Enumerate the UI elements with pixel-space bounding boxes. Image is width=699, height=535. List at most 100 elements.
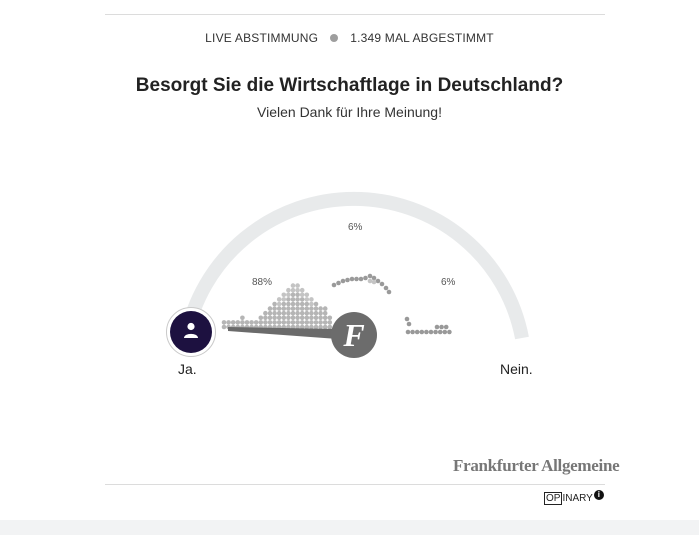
vote-dot — [404, 316, 410, 322]
top-divider — [105, 14, 605, 15]
vote-dot — [276, 310, 282, 316]
vote-dot — [281, 306, 287, 311]
vote-dot — [318, 324, 323, 330]
vote-dot — [322, 324, 328, 330]
vote-dot — [318, 306, 323, 311]
vote-dot — [221, 324, 227, 330]
info-icon[interactable]: i — [593, 489, 604, 500]
vote-dot — [272, 310, 277, 316]
vote-dot — [290, 287, 296, 293]
vote-dot — [371, 275, 377, 281]
vote-dot — [414, 329, 420, 335]
vote-dot — [406, 321, 412, 327]
vote-dot — [272, 320, 277, 325]
vote-dot — [221, 320, 227, 325]
vote-dot — [299, 324, 305, 330]
vote-dot — [290, 297, 296, 302]
vote-dot — [318, 315, 323, 321]
vote-dot — [331, 282, 337, 288]
vote-dot — [295, 315, 300, 321]
vote-dot — [276, 315, 282, 321]
vote-dot — [244, 320, 250, 325]
vote-dot — [304, 306, 310, 311]
vote-dot — [299, 292, 305, 298]
vote-dot — [313, 315, 319, 321]
vote-dot — [290, 320, 296, 325]
vote-dot — [286, 310, 291, 316]
result-nein-percent: 6% — [441, 277, 456, 288]
vote-dot — [295, 292, 300, 298]
faz-logo[interactable]: Frankfurter Allgemeine — [453, 456, 620, 475]
vote-dot — [309, 306, 314, 311]
vote-dot — [405, 329, 411, 335]
gauge-needle[interactable] — [228, 327, 340, 339]
vote-dot — [439, 324, 444, 330]
vote-count: 1.349 MAL ABGESTIMMT — [350, 31, 494, 45]
vote-dot — [281, 297, 287, 302]
vote-dot — [313, 320, 319, 325]
vote-dot — [304, 292, 310, 298]
vote-dot — [327, 315, 333, 321]
vote-dot — [286, 306, 291, 311]
vote-dot — [304, 301, 310, 307]
vote-dot — [299, 306, 305, 311]
vote-dot — [286, 320, 291, 325]
vote-dot — [442, 329, 448, 335]
vote-dot — [290, 315, 296, 321]
vote-dot — [281, 301, 287, 307]
vote-dot — [267, 320, 273, 325]
vote-dot — [286, 301, 291, 307]
vote-dot — [281, 310, 287, 316]
vote-dot — [240, 320, 245, 325]
gauge-arc — [179, 191, 529, 340]
faz-f-icon: F — [343, 316, 365, 353]
vote-dot — [290, 306, 296, 311]
vote-dot — [363, 275, 368, 281]
vote-dot — [272, 301, 277, 307]
vote-dot — [240, 315, 245, 321]
vote-dot — [349, 276, 355, 282]
vote-dot — [286, 297, 291, 302]
result-middle-percent: 6% — [348, 222, 363, 233]
vote-dot — [386, 289, 392, 295]
vote-dot — [419, 329, 425, 335]
vote-dot — [286, 315, 291, 321]
vote-dot — [313, 306, 319, 311]
vote-dot — [309, 297, 314, 302]
vote-dot — [447, 329, 452, 335]
vote-dot — [249, 320, 254, 325]
vote-dot — [299, 301, 305, 307]
vote-dot — [322, 320, 328, 325]
vote-dot — [295, 324, 300, 330]
vote-dot — [313, 310, 319, 316]
vote-dot — [309, 315, 314, 321]
vote-dot — [230, 320, 236, 325]
vote-dot — [318, 320, 323, 325]
vote-dot — [267, 315, 273, 321]
vote-dot — [345, 277, 350, 283]
vote-dot — [295, 283, 300, 288]
user-icon — [182, 321, 200, 344]
vote-dot — [309, 310, 314, 316]
gauge-knob[interactable]: F — [331, 312, 377, 358]
vote-dot — [286, 287, 291, 293]
vote-dot — [336, 280, 341, 286]
vote-dot — [276, 301, 282, 307]
vote-dot — [309, 301, 314, 307]
vote-dot — [410, 329, 415, 335]
answer-nein-label: Nein. — [500, 361, 533, 377]
vote-dot — [367, 273, 373, 279]
vote-dot — [327, 320, 333, 325]
poll-status: LIVE ABSTIMMUNG 1.349 MAL ABGESTIMMT — [0, 31, 699, 45]
vote-dot — [318, 310, 323, 316]
vote-dot — [322, 306, 328, 311]
vote-dot — [322, 310, 328, 316]
vote-dot — [290, 283, 296, 288]
vote-dot — [290, 301, 296, 307]
vote-dot — [235, 320, 241, 325]
vote-dot — [309, 324, 314, 330]
vote-dot — [443, 324, 449, 330]
opinary-badge[interactable]: OP INARY i — [544, 489, 604, 505]
vote-dot — [272, 315, 277, 321]
